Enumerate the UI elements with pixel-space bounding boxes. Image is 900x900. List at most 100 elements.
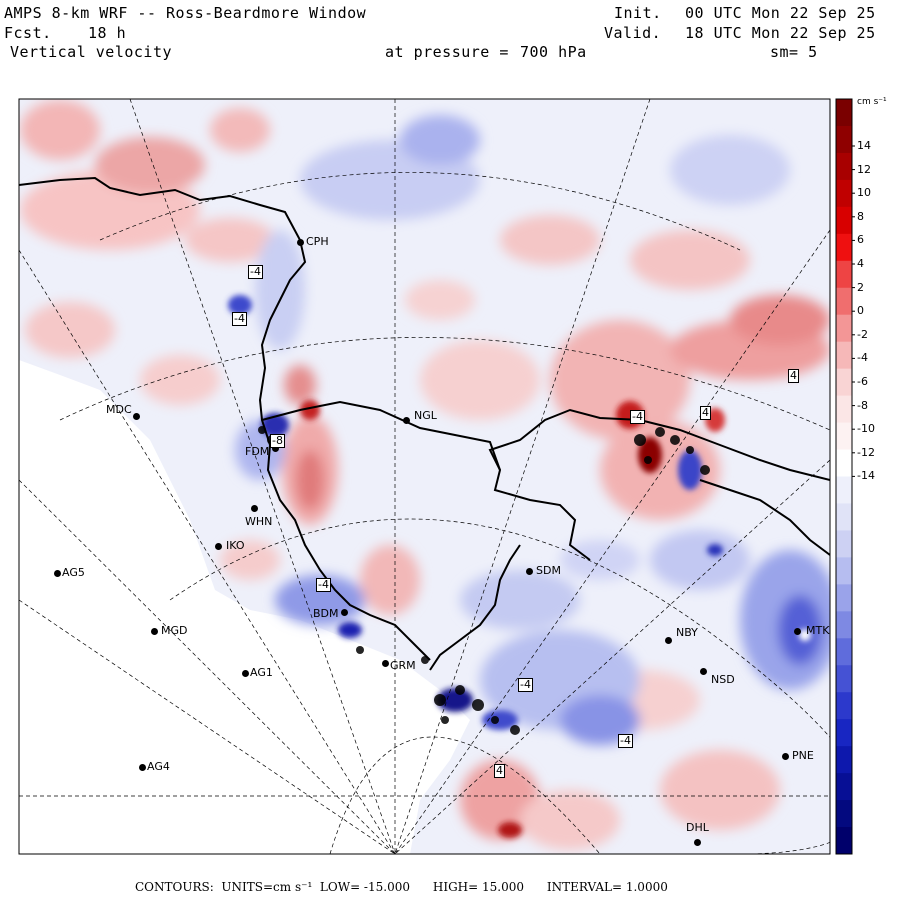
colorbar-swatch — [836, 395, 852, 424]
contour-value-label: 4 — [700, 406, 711, 420]
colorbar-swatch — [836, 746, 852, 774]
contour-value-label: -4 — [618, 734, 633, 748]
colorbar-swatch — [836, 260, 852, 289]
colorbar — [835, 98, 855, 855]
station-label-cph: CPH — [306, 235, 329, 248]
station-marker — [242, 670, 249, 677]
colorbar-tick-label: 8 — [857, 209, 864, 223]
station-marker — [694, 839, 701, 846]
colorbar-tick-label: -14 — [857, 469, 875, 483]
colorbar-swatch — [836, 557, 852, 585]
colorbar-tick-label: -6 — [857, 375, 868, 388]
colorbar-swatch — [836, 125, 852, 154]
station-label-mgd: MGD — [161, 624, 188, 637]
station-marker — [403, 417, 410, 424]
init-label: Init. — [614, 4, 662, 22]
station-label-grm: GRM — [390, 659, 416, 672]
colorbar-swatch — [836, 206, 852, 235]
contour-info: CONTOURS: UNITS=cm s⁻¹ LOW= -15.000 HIGH… — [135, 880, 668, 894]
colorbar-swatch — [836, 422, 852, 451]
station-label-nby: NBY — [676, 626, 698, 639]
station-marker — [272, 445, 279, 452]
station-marker — [133, 413, 140, 420]
units-label: UNITS=cm s⁻¹ — [221, 880, 313, 894]
colorbar-tick-label: 12 — [857, 162, 871, 176]
interval-value: INTERVAL= 1.0000 — [546, 880, 668, 894]
map-title: AMPS 8-km WRF -- Ross-Beardmore Window — [4, 4, 367, 22]
colorbar-tick-label: 10 — [857, 186, 871, 200]
field-name: Vertical velocity — [10, 43, 173, 61]
colorbar-swatch — [836, 773, 852, 801]
colorbar-swatch — [836, 611, 852, 639]
colorbar-tick-label: 14 — [857, 139, 871, 152]
graticule — [19, 99, 830, 854]
vertical-velocity-field — [19, 99, 830, 854]
station-label-ag5: AG5 — [62, 566, 85, 579]
station-marker — [251, 505, 258, 512]
colorbar-swatch — [836, 449, 852, 477]
pressure-level: 700 hPa — [520, 43, 587, 61]
colorbar-swatch — [836, 530, 852, 558]
colorbar-swatch — [836, 287, 852, 316]
station-label-mtk: MTK — [806, 624, 830, 637]
valid-time: 18 UTC Mon 22 Sep 25 — [685, 24, 876, 42]
colorbar-swatch — [836, 314, 852, 343]
contour-value-label: -4 — [518, 678, 533, 692]
colorbar-swatch — [836, 665, 852, 693]
colorbar-swatch — [836, 584, 852, 612]
station-marker — [151, 628, 158, 635]
contour-value-label: -4 — [248, 265, 263, 279]
colorbar-tick-label: -8 — [857, 398, 868, 412]
station-label-ag4: AG4 — [147, 760, 170, 773]
station-marker — [526, 568, 533, 575]
colorbar-swatch — [836, 503, 852, 531]
colorbar-swatch — [836, 179, 852, 208]
contour-value-label: -4 — [232, 312, 247, 326]
station-marker — [341, 609, 348, 616]
colorbar-tick-label: 4 — [857, 257, 864, 270]
colorbar-swatch — [836, 99, 852, 127]
colorbar-swatch — [836, 476, 852, 504]
colorbar-swatch — [836, 638, 852, 666]
colorbar-swatch — [836, 800, 852, 828]
station-label-ngl: NGL — [414, 409, 437, 422]
station-label-nsd: NSD — [711, 673, 735, 686]
init-time: 00 UTC Mon 22 Sep 25 — [685, 4, 876, 22]
station-marker — [297, 239, 304, 246]
station-label-mdc: MDC — [106, 403, 132, 416]
map-frame — [18, 98, 831, 855]
colorbar-units: cm s⁻¹ — [857, 97, 887, 107]
station-marker — [382, 660, 389, 667]
colorbar-swatch — [836, 368, 852, 397]
colorbar-swatch — [836, 827, 852, 855]
station-marker — [782, 753, 789, 760]
contour-value-label: -4 — [316, 578, 331, 592]
station-marker — [54, 570, 61, 577]
station-marker — [665, 637, 672, 644]
colorbar-tick-label: 2 — [857, 280, 864, 294]
station-marker — [215, 543, 222, 550]
station-label-ag1: AG1 — [250, 666, 273, 679]
colorbar-swatch — [836, 719, 852, 747]
low-value: LOW= -15.000 — [319, 880, 410, 894]
colorbar-swatch — [836, 692, 852, 720]
valid-label: Valid. — [604, 24, 662, 42]
station-label-pne: PNE — [792, 749, 814, 762]
station-label-bdm: BDM — [313, 607, 339, 620]
station-marker — [700, 668, 707, 675]
contour-value-label: 4 — [494, 764, 505, 778]
colorbar-tick-label: -12 — [857, 445, 875, 459]
colorbar-swatch — [836, 152, 852, 181]
colorbar-tick-label: -10 — [857, 422, 875, 436]
contour-value-label: 4 — [788, 369, 799, 383]
contour-value-label: -4 — [630, 410, 645, 424]
contours-label: CONTOURS: — [135, 880, 214, 894]
station-label-iko: IKO — [226, 539, 245, 552]
high-value: HIGH= 15.000 — [432, 880, 524, 894]
colorbar-tick-label: 0 — [857, 304, 864, 318]
forecast-hour: 18 h — [88, 24, 127, 42]
contour-value-label: -8 — [270, 434, 285, 448]
colorbar-swatch — [836, 341, 852, 370]
station-label-sdm: SDM — [536, 564, 561, 577]
